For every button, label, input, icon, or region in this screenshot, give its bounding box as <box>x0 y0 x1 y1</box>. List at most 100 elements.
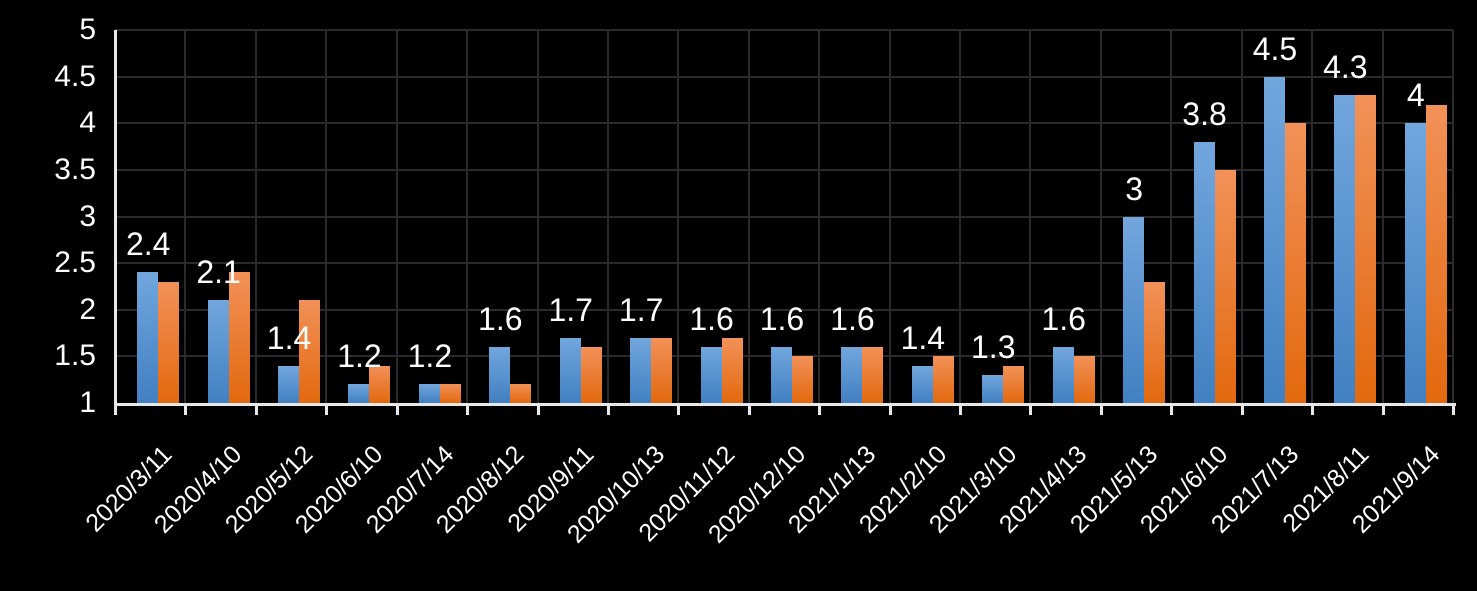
bar-blue <box>418 384 440 403</box>
category-group: 1.7 <box>608 30 678 403</box>
bar-blue <box>1123 216 1145 403</box>
v-gridline <box>536 30 539 403</box>
h-gridline <box>115 215 1453 218</box>
category-group: 1.2 <box>326 30 396 403</box>
bar-blue <box>559 337 581 403</box>
category-group: 3.8 <box>1171 30 1241 403</box>
x-tick-mark <box>1452 406 1455 415</box>
bar-blue <box>1334 95 1356 403</box>
x-tick-mark <box>536 406 540 415</box>
v-gridline <box>1029 30 1032 403</box>
h-gridline <box>115 29 1453 31</box>
v-gridline <box>818 30 821 403</box>
bar-blue <box>348 384 370 403</box>
x-tick-mark <box>1311 406 1315 415</box>
y-axis-label: 1.5 <box>54 339 96 373</box>
category-group: 1.4 <box>890 30 960 403</box>
category-group: 4 <box>1383 30 1453 403</box>
x-tick-mark <box>184 406 188 415</box>
bar-blue <box>278 365 300 403</box>
bar-orange <box>721 337 743 403</box>
data-label: 4.5 <box>1252 30 1298 67</box>
data-label: 2.4 <box>125 226 171 263</box>
bar-orange <box>791 356 813 403</box>
y-axis-label: 5 <box>79 13 96 46</box>
bar-orange <box>1073 356 1095 403</box>
v-gridline <box>1170 30 1173 403</box>
x-tick-mark <box>677 406 681 415</box>
bar-orange <box>510 384 532 403</box>
bar-blue <box>911 365 933 403</box>
category-group: 1.2 <box>397 30 467 403</box>
category-group: 1.4 <box>256 30 326 403</box>
v-gridline <box>395 30 398 403</box>
v-gridline <box>747 30 750 403</box>
category-group: 2.4 <box>115 30 185 403</box>
data-label: 3.8 <box>1182 95 1227 132</box>
x-tick-mark <box>959 406 963 415</box>
data-label: 1.7 <box>618 291 664 328</box>
bar-blue <box>1404 123 1426 403</box>
data-label: 1.6 <box>689 301 734 338</box>
x-tick-mark <box>888 406 892 415</box>
v-gridline <box>254 30 257 403</box>
data-label: 3 <box>1125 170 1143 207</box>
v-gridline <box>959 30 962 403</box>
data-label: 1.2 <box>337 338 382 375</box>
category-group: 4.3 <box>1312 30 1382 403</box>
v-gridline <box>677 30 680 403</box>
h-gridline <box>115 168 1453 171</box>
y-axis-label: 4.5 <box>54 59 96 93</box>
data-label: 1.6 <box>830 301 875 338</box>
y-axis-label: 2 <box>79 292 96 326</box>
bar-orange <box>1003 365 1025 403</box>
v-gridline <box>466 30 469 403</box>
x-tick-mark <box>1240 406 1244 415</box>
data-label: 2.1 <box>196 254 241 291</box>
y-axis-label: 4 <box>79 106 96 140</box>
data-label: 1.4 <box>900 319 946 356</box>
bar-orange <box>1214 169 1236 403</box>
bar-blue <box>137 272 159 403</box>
x-tick-mark <box>325 406 329 415</box>
y-axis-label: 2.5 <box>54 246 96 280</box>
v-gridline <box>1452 30 1454 403</box>
x-tick-mark <box>1170 406 1174 415</box>
x-axis-line <box>114 403 1456 406</box>
y-axis-label: 3.5 <box>54 152 96 186</box>
bar-blue <box>982 375 1004 403</box>
bar-blue <box>207 300 229 403</box>
data-label: 1.3 <box>971 329 1016 366</box>
bar-orange <box>862 347 884 403</box>
bar-orange <box>369 365 391 403</box>
x-tick-mark <box>254 406 258 415</box>
h-gridline <box>115 308 1453 311</box>
category-group: 1.6 <box>1030 30 1100 403</box>
bar-orange <box>228 272 250 403</box>
category-group: 1.6 <box>678 30 748 403</box>
category-group: 1.6 <box>467 30 537 403</box>
bar-orange <box>1284 123 1306 403</box>
bar-orange <box>1425 104 1447 403</box>
bar-blue <box>1052 347 1074 403</box>
data-label: 4 <box>1406 77 1425 114</box>
category-group: 2.1 <box>185 30 255 403</box>
x-tick-mark <box>818 406 822 415</box>
bar-orange <box>439 384 461 403</box>
v-gridline <box>888 30 891 403</box>
bars-layer: 2.4 2.1 1.4 1.2 1.2 1.6 1.7 1.7 1.6 1.6 1.6 1.4 1.3 1… <box>115 30 1453 403</box>
data-label: 1.2 <box>407 338 453 375</box>
category-group: 4.5 <box>1242 30 1312 403</box>
bar-orange <box>651 337 673 403</box>
x-tick-mark <box>747 406 751 415</box>
x-tick-mark <box>1029 406 1033 415</box>
data-label: 1.4 <box>266 319 312 356</box>
bar-orange <box>299 300 321 403</box>
data-label: 1.6 <box>1041 301 1086 338</box>
bar-orange <box>1144 281 1166 403</box>
category-group: 1.6 <box>819 30 889 403</box>
bar-blue <box>630 337 652 403</box>
v-gridline <box>606 30 609 403</box>
x-tick-mark <box>1099 406 1103 415</box>
v-gridline <box>325 30 328 403</box>
